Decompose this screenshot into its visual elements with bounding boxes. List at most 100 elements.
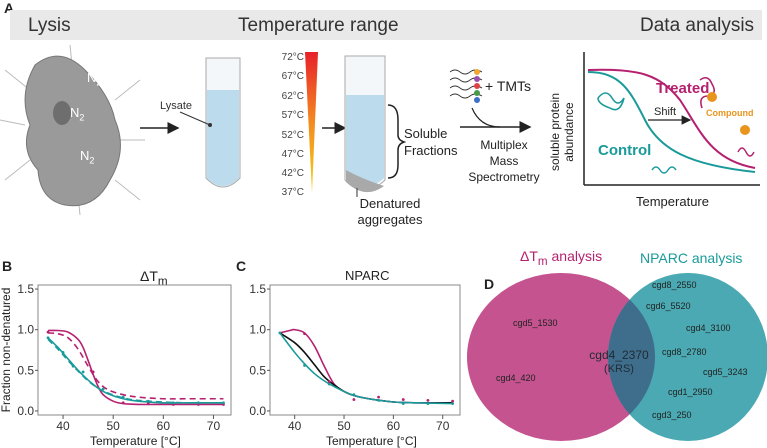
- brace: [387, 104, 407, 179]
- venn-gene: cgd3_250: [652, 410, 692, 420]
- panel-label-b: B: [2, 258, 13, 274]
- n2-text: N: [70, 105, 80, 120]
- panel-label-a: A: [4, 0, 15, 16]
- n2-label: N2: [70, 105, 84, 123]
- y-tick-label: 1.0: [17, 323, 34, 337]
- y-tick-label: 1.5: [17, 282, 34, 296]
- header-lysis: Lysis: [28, 15, 71, 36]
- data-point: [46, 336, 50, 340]
- data-point: [426, 398, 430, 402]
- venn-gene: cgd4_420: [496, 373, 536, 383]
- chart-b-xlabel: Temperature [°C]: [90, 434, 181, 448]
- series-line-treated-fit: [48, 329, 224, 406]
- data-point: [352, 393, 356, 397]
- cell-illustration: [0, 44, 145, 216]
- temperature-tick: 62°C: [281, 91, 304, 102]
- series-line-treated-fit-2: [47, 332, 224, 400]
- analysis-plot: [583, 52, 760, 186]
- n2-subscript: 2: [79, 112, 85, 123]
- n2-label: N2: [87, 70, 101, 88]
- temperature-tick: 52°C: [281, 130, 304, 141]
- aggregates-text: aggregates: [357, 212, 423, 227]
- y-tick-label: 0.0: [17, 404, 34, 418]
- shared-gene-id: cgd4_2370: [589, 348, 649, 362]
- ms-line: Spectrometry: [468, 170, 540, 184]
- temperature-tick: 72°C: [281, 52, 304, 63]
- workflow-graphics: [140, 52, 760, 197]
- temperature-tick: 37°C: [281, 187, 304, 198]
- chart-c-xlabel: Temperature [°C]: [326, 434, 417, 448]
- shared-gene-name: (KRS): [604, 363, 634, 375]
- chart-b: 0.0 0.5 1.0 1.5 40 50 60 70: [17, 282, 232, 433]
- title-text: analysis: [547, 248, 603, 264]
- data-point: [146, 399, 150, 403]
- chart-c: 0.0 0.5 1.0 1.5 40 50 60 70: [249, 282, 461, 433]
- venn-gene: cgd8_2780: [662, 347, 707, 357]
- x-tick-label: 60: [387, 419, 401, 433]
- data-point: [101, 387, 105, 391]
- title-text: ΔT: [520, 248, 538, 264]
- series-line-control-fit: [279, 332, 453, 405]
- x-tick-label: 40: [56, 419, 70, 433]
- fractions-text: Fractions: [404, 143, 458, 158]
- venn-shared-gene: cgd4_2370 (KRS): [584, 348, 654, 376]
- venn-gene: cgd5_1530: [513, 318, 558, 328]
- data-point: [451, 402, 454, 406]
- mass-spec-label: Multiplex Mass Spectrometry: [464, 137, 544, 185]
- n2-subscript: 2: [89, 155, 95, 166]
- data-point: [121, 401, 125, 405]
- panel-label-c: C: [236, 258, 247, 274]
- temperature-tick: 57°C: [281, 110, 304, 121]
- data-point: [426, 402, 430, 406]
- n2-text: N: [87, 70, 97, 85]
- x-tick-label: 60: [157, 419, 171, 433]
- title-subscript: m: [537, 254, 548, 268]
- data-point: [377, 395, 380, 399]
- venn-gene: cgd6_5520: [646, 301, 691, 311]
- header-data-analysis: Data analysis: [640, 15, 755, 36]
- title-text: ΔT: [140, 268, 158, 284]
- n2-label: N2: [80, 148, 94, 166]
- soluble-text: Soluble: [404, 126, 448, 141]
- data-point: [327, 382, 331, 386]
- venn-right-circle: [608, 273, 767, 441]
- data-point: [197, 401, 200, 405]
- x-tick-label: 70: [436, 419, 450, 433]
- data-point: [278, 331, 282, 335]
- data-point: [146, 402, 150, 406]
- ms-line: Multiplex: [480, 138, 528, 152]
- control-label: Control: [598, 142, 652, 159]
- x-tick-label: 40: [288, 419, 302, 433]
- data-point: [71, 364, 75, 368]
- shift-label: Shift: [654, 106, 677, 118]
- n2-text: N: [80, 148, 90, 163]
- data-point: [303, 364, 306, 367]
- analysis-xlabel: Temperature: [636, 194, 709, 209]
- venn-gene: cgd1_2950: [668, 387, 713, 397]
- panel-label-d: D: [484, 276, 495, 292]
- y-tick-label: 0.0: [249, 404, 266, 418]
- y-tick-label: 1.5: [249, 282, 266, 296]
- chart-c-title: NPARC: [345, 268, 390, 283]
- data-point: [377, 398, 380, 402]
- data-point: [303, 332, 306, 336]
- lysate-label: Lysate: [160, 100, 193, 112]
- data-point: [171, 401, 175, 405]
- venn-right-title: NPARC analysis: [640, 250, 743, 266]
- data-point: [81, 370, 85, 374]
- x-tick-label: 50: [107, 419, 121, 433]
- n2-subscript: 2: [96, 77, 102, 88]
- venn-left-title: ΔTm analysis: [520, 248, 602, 268]
- venn-gene: cgd5_3243: [703, 367, 748, 377]
- x-tick-label: 50: [337, 419, 351, 433]
- data-point: [401, 398, 405, 401]
- soluble-fractions-label: Soluble Fractions: [404, 125, 457, 159]
- compound-label: Compound: [706, 108, 754, 118]
- venn-gene: cgd4_3100: [686, 323, 731, 333]
- data-point: [401, 402, 405, 406]
- data-point: [61, 351, 65, 354]
- treated-label: Treated: [656, 80, 710, 97]
- x-tick-label: 70: [207, 419, 221, 433]
- temperature-tick: 47°C: [281, 149, 304, 160]
